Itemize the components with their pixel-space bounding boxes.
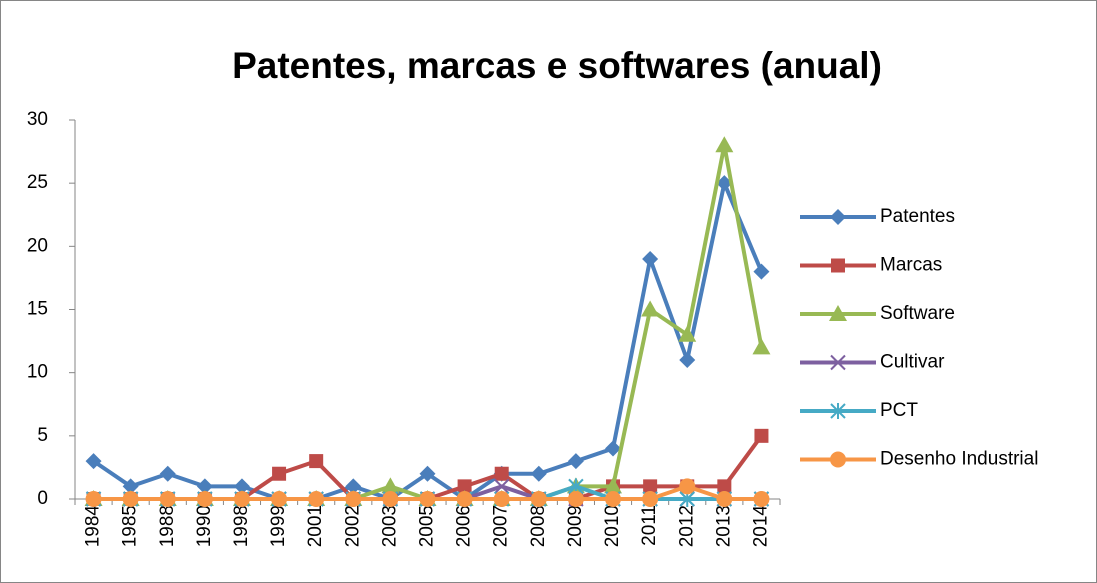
data-point [679, 478, 696, 495]
legend-marker [829, 305, 847, 321]
data-point [345, 491, 362, 507]
data-point [85, 491, 102, 507]
y-tick-label: 0 [37, 488, 48, 509]
data-point [605, 491, 622, 507]
legend-label: Marcas [880, 255, 942, 276]
data-point [457, 479, 472, 494]
data-point [716, 491, 733, 507]
legend-marker [830, 354, 846, 371]
data-point [308, 491, 325, 507]
data-point [715, 136, 734, 153]
data-point [605, 440, 622, 457]
data-point [196, 491, 213, 507]
x-tick-label: 1984 [83, 505, 104, 548]
x-tick-label: 1998 [231, 505, 252, 547]
x-tick-label: 2010 [602, 505, 623, 547]
legend-marker [830, 209, 846, 225]
x-tick-label: 2014 [750, 505, 771, 548]
data-point [678, 325, 697, 342]
x-tick-label: 2012 [676, 505, 697, 547]
data-point [530, 491, 547, 507]
data-point [643, 479, 658, 494]
data-point [604, 477, 623, 494]
data-point [382, 491, 399, 507]
legend-marker [831, 258, 845, 273]
x-tick-label: 2006 [454, 505, 475, 547]
data-point [233, 478, 250, 495]
legend-label: Software [880, 303, 955, 324]
legend-label: Cultivar [880, 352, 945, 373]
data-point [493, 491, 510, 507]
data-point [345, 478, 362, 495]
data-point [233, 491, 250, 507]
data-point [530, 465, 547, 482]
data-point [679, 352, 696, 369]
data-point [456, 491, 473, 507]
data-point [717, 479, 732, 494]
x-tick-label: 2013 [713, 505, 734, 547]
data-point [309, 454, 324, 469]
x-tick-label: 2007 [491, 505, 512, 547]
data-point [196, 478, 213, 495]
y-tick-label: 5 [37, 425, 48, 446]
data-point [381, 477, 400, 494]
data-point [419, 491, 436, 507]
legend-marker [830, 403, 846, 419]
data-point [642, 491, 659, 507]
data-point [641, 300, 660, 317]
data-point [752, 338, 771, 355]
data-point [754, 428, 769, 443]
legend-label: Desenho Industrial [880, 449, 1038, 470]
data-point [419, 465, 436, 482]
x-tick-label: 2001 [305, 505, 326, 547]
legend-label: Patentes [880, 206, 955, 227]
data-point [716, 175, 733, 192]
data-point [122, 491, 139, 507]
data-point [753, 491, 770, 507]
x-tick-label: 2011 [639, 505, 660, 546]
x-tick-label: 1988 [157, 505, 178, 547]
data-point [753, 263, 770, 280]
x-tick-label: 1999 [268, 505, 289, 547]
x-tick-label: 2002 [342, 505, 363, 547]
data-point [494, 478, 510, 495]
data-point [567, 453, 584, 470]
x-tick-label: 1985 [120, 505, 141, 547]
y-tick-label: 15 [27, 299, 48, 320]
data-point [494, 466, 509, 481]
chart-title: Patentes, marcas e softwares (anual) [232, 45, 882, 86]
data-point [271, 491, 288, 507]
legend-label: PCT [880, 400, 918, 421]
y-tick-label: 30 [27, 109, 48, 130]
data-point [567, 491, 584, 507]
data-point [642, 250, 659, 267]
y-tick-label: 20 [27, 235, 48, 256]
data-point [272, 466, 287, 481]
legend-marker [830, 451, 846, 468]
x-tick-label: 2009 [565, 505, 586, 547]
x-tick-label: 2003 [379, 505, 400, 547]
data-point [85, 453, 102, 470]
y-tick-label: 25 [27, 172, 48, 193]
x-tick-label: 2008 [528, 505, 549, 547]
data-point [159, 465, 176, 482]
data-point [159, 491, 176, 507]
data-point [122, 478, 139, 495]
x-tick-label: 2005 [417, 505, 438, 547]
x-tick-label: 1990 [194, 505, 215, 547]
y-tick-label: 10 [27, 362, 48, 383]
